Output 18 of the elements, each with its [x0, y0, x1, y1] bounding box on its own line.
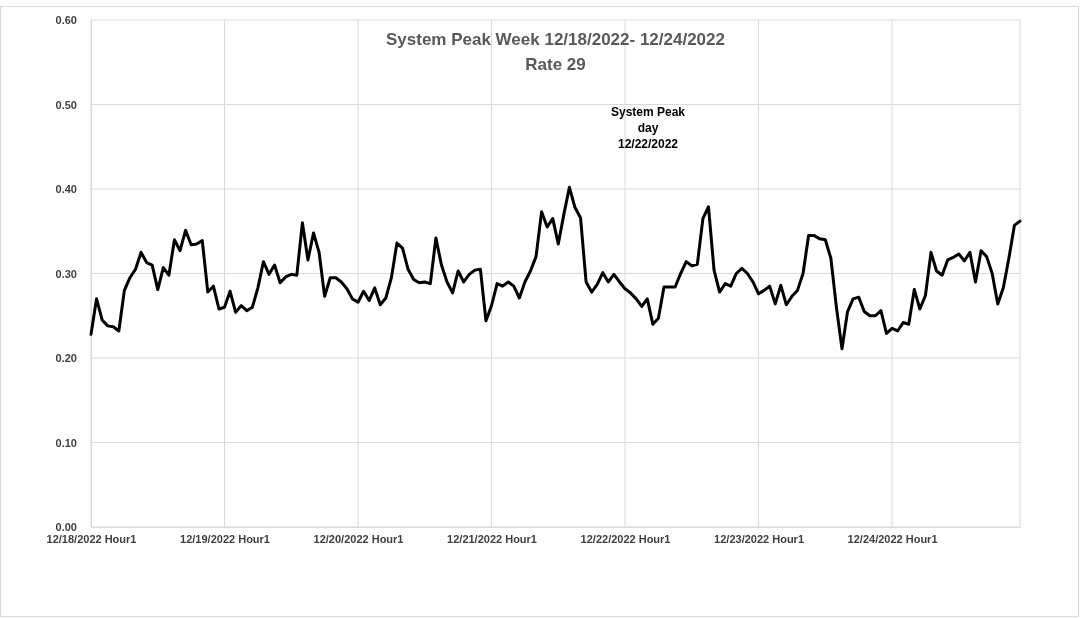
- y-tick-label: 0.20: [55, 352, 77, 365]
- y-tick-label: 0.60: [55, 14, 77, 27]
- text: System Peak Week 12/18/2022- 12/24/2022: [385, 30, 726, 49]
- x-tick-label: 12/22/2022 Hour1: [580, 532, 671, 545]
- y-tick-label: 0.50: [55, 98, 77, 111]
- y-tick-label: 0.30: [55, 267, 77, 280]
- y-tick-label: 0.40: [55, 183, 77, 196]
- x-tick-label: 12/24/2022 Hour1: [847, 532, 938, 545]
- x-tick-label: 12/21/2022 Hour1: [447, 532, 537, 545]
- x-tick-label: 12/18/2022 Hour1: [46, 532, 137, 545]
- annotation: System Peak day 12/22/2022: [610, 105, 686, 151]
- x-tick-label: 12/19/2022 Hour1: [180, 532, 270, 545]
- y-tick-label: 0.00: [55, 521, 77, 534]
- y-tick-label: 0.10: [55, 436, 77, 449]
- line-series: [89, 185, 1022, 351]
- text: Rate 29: [525, 55, 586, 74]
- x-tick-label: 12/20/2022 Hour1: [313, 532, 404, 545]
- x-tick-label: 12/23/2022 Hour1: [714, 532, 804, 545]
